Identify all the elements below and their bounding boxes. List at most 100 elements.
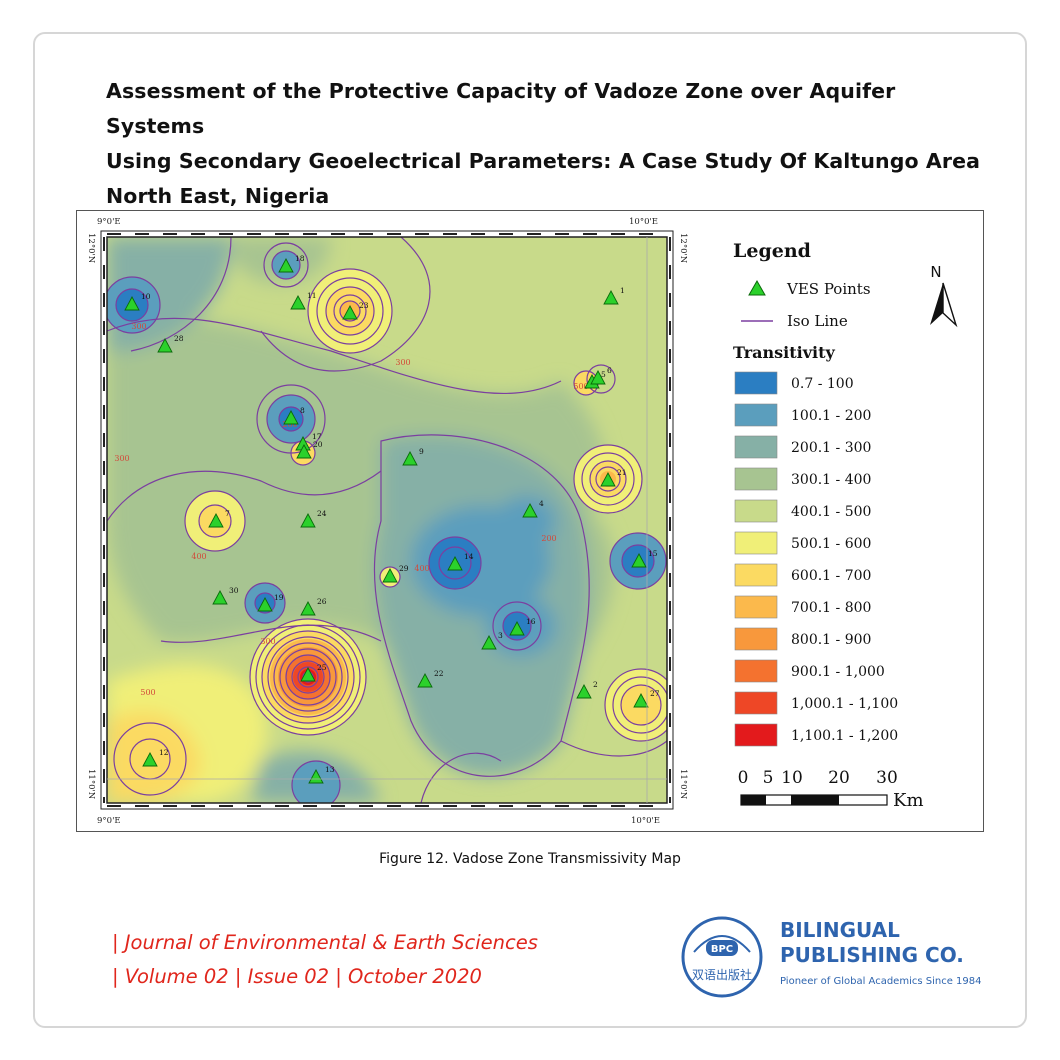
publisher-name: BILINGUAL PUBLISHING CO.	[780, 918, 964, 968]
iso-line-label: 500	[140, 688, 155, 697]
ves-point-marker	[590, 370, 606, 385]
iso-line-label: 200	[282, 420, 297, 429]
ves-point-marker	[447, 556, 463, 571]
iso-line-label: 300	[114, 454, 129, 463]
ves-point-legend-icon	[748, 279, 766, 296]
scale-tick-5: 5	[763, 768, 774, 788]
ves-point-marker	[522, 503, 538, 518]
ves-point-marker	[124, 296, 140, 311]
legend-class-list: 0.7 - 100 100.1 - 200 200.1 - 300 300.1 - 4…	[734, 371, 898, 747]
ves-point-marker	[278, 258, 294, 273]
ves-point-label: 13	[325, 765, 335, 774]
ves-point-label: 21	[617, 468, 627, 477]
legend-title: Legend	[733, 240, 811, 262]
publisher-tagline: Pioneer of Global Academics Since 1984	[780, 976, 982, 987]
ves-point-label: 2	[593, 680, 598, 689]
lat-label-right-top: 12°0'N	[678, 233, 688, 264]
legend-class-swatch	[734, 467, 778, 491]
ves-point-marker	[212, 590, 228, 605]
ves-point-label: 20	[313, 440, 323, 449]
legend-class-swatch	[734, 627, 778, 651]
legend-class-swatch	[734, 499, 778, 523]
legend-class-swatch	[734, 371, 778, 395]
logo-text: BPC	[711, 944, 733, 955]
map-neatline	[106, 236, 668, 804]
legend-class-swatch	[734, 435, 778, 459]
ves-point-marker	[300, 513, 316, 528]
ves-point-label: 26	[317, 597, 327, 606]
north-label: N	[930, 263, 941, 281]
ves-point-label: 24	[317, 509, 327, 518]
ves-point-marker	[142, 752, 158, 767]
ves-point-marker	[509, 621, 525, 636]
graticule-ticks	[103, 233, 671, 807]
legend-class-swatch	[734, 691, 778, 715]
ves-point-label: 10	[141, 292, 151, 301]
scale-unit: Km	[893, 790, 924, 811]
ves-point-label: 11	[307, 291, 317, 300]
ves-point-label: 28	[174, 334, 184, 343]
lat-label-right-bottom: 11°0'N	[678, 769, 688, 800]
lat-label-left-top: 12°0'N	[86, 233, 96, 264]
ves-point-label: 19	[274, 593, 284, 602]
ves-point-marker	[342, 305, 358, 320]
legend-class-label: 800.1 - 900	[791, 632, 871, 648]
legend-class-label: 200.1 - 300	[791, 440, 871, 456]
legend-class-label: 400.1 - 500	[791, 504, 871, 520]
legend-class-label: 600.1 - 700	[791, 568, 871, 584]
title-line-1: Assessment of the Protective Capacity of…	[106, 79, 896, 138]
legend-class-label: 1,000.1 - 1,100	[791, 696, 898, 712]
lon-label-bottom-left: 9°0'E	[97, 816, 121, 826]
legend-class-swatch	[734, 403, 778, 427]
legend-class-title: Transitivity	[733, 343, 835, 362]
iso-line-labels: 300 300 400 300 500 200 400 300 200 500	[114, 322, 588, 697]
ves-point-label: 6	[607, 366, 612, 375]
north-arrow-icon	[930, 283, 943, 325]
lon-label-bottom-right: 10°0'E	[631, 816, 660, 826]
figure-caption: Figure 12. Vadose Zone Transmissivity Ma…	[379, 851, 681, 867]
scale-tick-30: 30	[876, 768, 898, 788]
legend-class-swatch	[734, 595, 778, 619]
publisher-block: BPC 双语出版社 BILINGUAL PUBLISHING CO. Pione…	[676, 912, 981, 1002]
journal-name: | Journal of Environmental & Earth Scien…	[112, 931, 538, 954]
ves-point-label: 15	[648, 549, 658, 558]
journal-issue: | Volume 02 | Issue 02 | October 2020	[112, 965, 482, 988]
ves-point-label: 16	[526, 617, 536, 626]
ves-point-label: 3	[498, 631, 503, 640]
ves-point-marker	[300, 601, 316, 616]
ves-point-marker	[283, 410, 299, 425]
ves-point-marker	[481, 635, 497, 650]
ves-point-label: 18	[295, 254, 305, 263]
legend-class-label: 300.1 - 400	[791, 472, 871, 488]
legend-class-swatch	[734, 723, 778, 747]
ves-point-label: 14	[464, 552, 474, 561]
ves-point-marker	[157, 338, 173, 353]
scale-tick-20: 20	[828, 768, 850, 788]
ves-point-label: 27	[650, 689, 660, 698]
iso-lines	[107, 237, 667, 803]
legend-class-label: 1,100.1 - 1,200	[791, 728, 898, 744]
ves-point-label: 23	[359, 301, 369, 310]
legend-class-label: 500.1 - 600	[791, 536, 871, 552]
legend-class-swatch	[734, 531, 778, 555]
ves-point-marker	[208, 513, 224, 528]
ves-point-marker	[308, 769, 324, 784]
journal-info: | Journal of Environmental & Earth Scien…	[112, 926, 538, 994]
iso-line-label: 200	[541, 534, 556, 543]
ves-point-marker	[296, 444, 312, 459]
iso-line-label: 300	[131, 322, 146, 331]
lat-label-left-bottom: 11°0'N	[86, 769, 96, 800]
legend-class-label: 100.1 - 200	[791, 408, 871, 424]
ves-point-marker	[417, 673, 433, 688]
legend-iso-label: Iso Line	[787, 312, 848, 330]
legend-class-label: 700.1 - 800	[791, 600, 871, 616]
ves-point-label: 4	[539, 499, 544, 508]
iso-line-label: 400	[191, 552, 206, 561]
scale-bar: 0 5 10 20 30 Km	[738, 768, 924, 811]
legend-class-swatch	[734, 563, 778, 587]
map-legend: Legend VES Points Iso Line Transitivity …	[733, 240, 898, 747]
legend-class-swatch	[734, 659, 778, 683]
ves-point-label: 22	[434, 669, 444, 678]
